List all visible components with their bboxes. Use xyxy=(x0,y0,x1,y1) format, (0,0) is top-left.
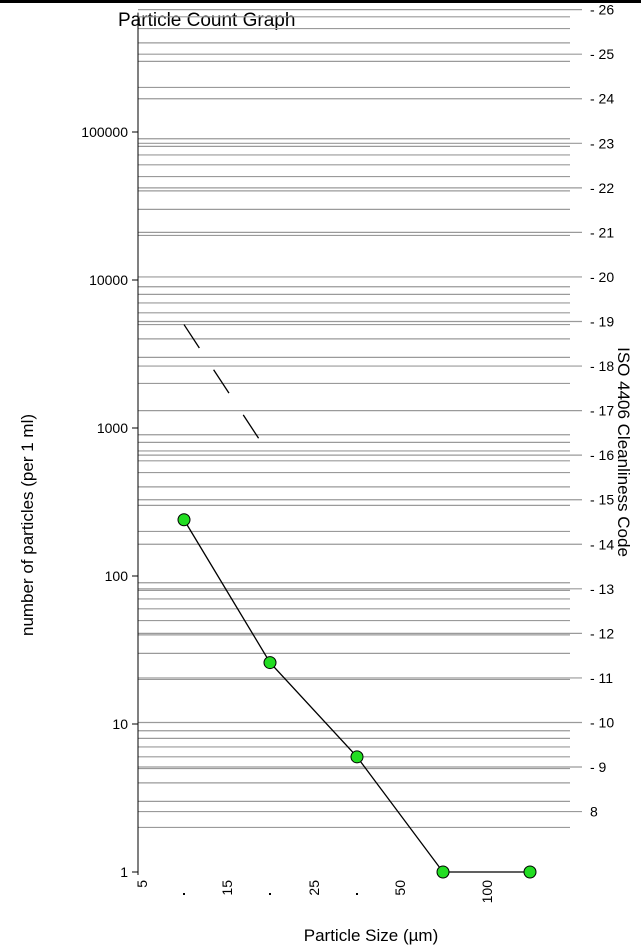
y2-tick-label: - 23 xyxy=(590,135,614,151)
x-axis-label: Particle Size (µm) xyxy=(303,926,439,945)
x-tick-labels: 5 15 25 50 100 xyxy=(134,880,495,904)
y2-tick-label: - 17 xyxy=(590,403,614,419)
y-tick-label: 100 xyxy=(105,568,129,584)
axes xyxy=(132,12,139,875)
x-tick-dot xyxy=(356,893,358,895)
dashed-series-line xyxy=(183,324,271,457)
data-point xyxy=(436,865,450,879)
y2-tick-label: - 14 xyxy=(590,536,614,552)
y2-tick-label: - 20 xyxy=(590,269,614,285)
y2-tick-label: - 13 xyxy=(590,581,614,597)
x-tick-label: 25 xyxy=(306,880,322,896)
y-tick-label: 10 xyxy=(112,716,128,732)
x-tick-label: 100 xyxy=(479,880,495,904)
y2-tick-label: - 19 xyxy=(590,314,614,330)
x-tick-label: 50 xyxy=(392,880,408,896)
y2-tick-label: - 16 xyxy=(590,447,614,463)
y-tick-label: 1000 xyxy=(97,420,128,436)
y-tick-labels: 1 10 100 1000 10000 100000 xyxy=(81,124,128,880)
y2-tick-labels: 8 - 9 - 10 - 11 - 12 - 13 - 14 - 15 - 16 - 17 - 18… xyxy=(590,2,614,820)
data-point xyxy=(177,513,191,527)
chart-title: Particle Count Graph xyxy=(118,10,296,31)
data-point xyxy=(350,750,364,764)
x-tick-dot xyxy=(183,893,185,895)
series-layer xyxy=(177,324,537,879)
y-tick-label: 1 xyxy=(120,864,128,880)
data-point xyxy=(523,865,537,879)
y2-tick-label: - 10 xyxy=(590,714,614,730)
y2-tick-label: - 12 xyxy=(590,625,614,641)
data-point xyxy=(263,656,277,670)
y2-tick-label: - 15 xyxy=(590,492,614,508)
y2-tick-label: - 25 xyxy=(590,46,614,62)
y-tick-label: 10000 xyxy=(89,272,128,288)
y2-tick-label: - 9 xyxy=(590,759,607,775)
x-tick-label: 15 xyxy=(219,880,235,896)
y2-tick-label: - 24 xyxy=(590,91,614,107)
x-tick-dot xyxy=(269,893,271,895)
x-tick-label: 5 xyxy=(134,880,150,888)
grid-lines xyxy=(138,9,582,829)
y2-tick-label: - 11 xyxy=(590,670,613,686)
y2-tick-label: - 26 xyxy=(590,2,614,18)
y2-tick-label: - 21 xyxy=(590,224,614,240)
series-line xyxy=(183,519,530,873)
y2-tick-label: - 22 xyxy=(590,180,614,196)
y2-tick-label: 8 xyxy=(590,804,598,820)
y2-tick-label: - 18 xyxy=(590,358,614,374)
y-tick-label: 100000 xyxy=(81,124,128,140)
top-border xyxy=(0,0,641,3)
